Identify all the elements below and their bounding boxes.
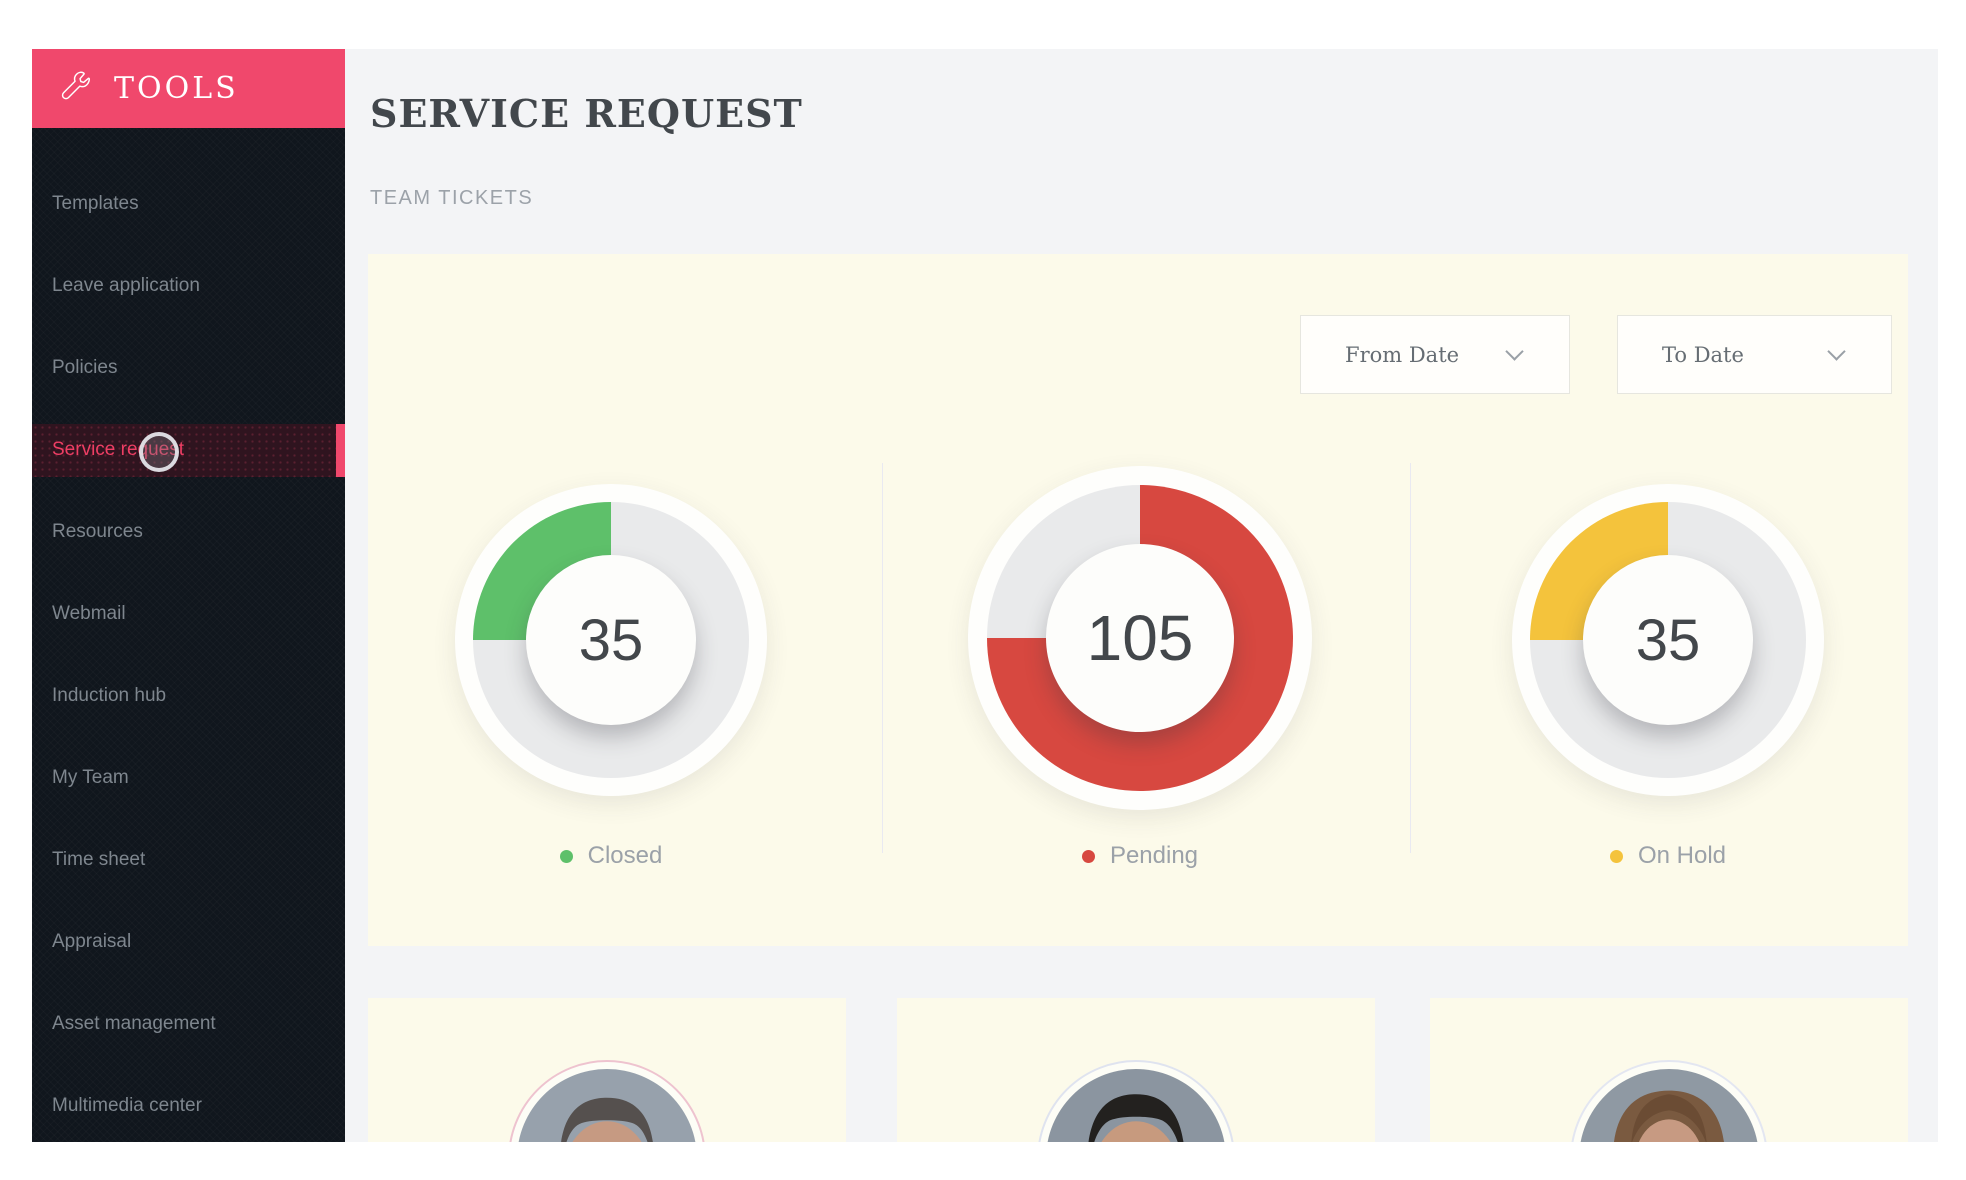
from-date-select[interactable]: From Date bbox=[1300, 315, 1570, 394]
sidebar-item-induction-hub[interactable]: Induction hub bbox=[32, 655, 345, 737]
sidebar-item-label: Resources bbox=[52, 521, 143, 542]
team-tickets-card: From Date To Date 35 bbox=[368, 254, 1908, 946]
donut-chart-on-hold: 35 bbox=[1512, 484, 1824, 796]
page-title: SERVICE REQUEST bbox=[370, 91, 803, 136]
legend-dot-closed bbox=[559, 849, 573, 863]
sidebar-item-label: Webmail bbox=[52, 603, 126, 624]
sidebar-item-policies[interactable]: Policies bbox=[32, 327, 345, 409]
active-indicator-bar bbox=[336, 423, 345, 477]
sidebar-item-time-sheet[interactable]: Time sheet bbox=[32, 819, 345, 901]
sidebar-item-label: Induction hub bbox=[52, 685, 167, 706]
legend-label-on-hold: On Hold bbox=[1637, 842, 1727, 869]
legend-dot-pending bbox=[1081, 849, 1095, 863]
team-member-card[interactable] bbox=[897, 998, 1375, 1142]
legend-dot-on-hold bbox=[1609, 849, 1623, 863]
legend-closed: Closed bbox=[559, 842, 663, 870]
avatar-ring bbox=[1037, 1060, 1235, 1142]
avatar-man-black-hair bbox=[1046, 1069, 1226, 1142]
sidebar-nav: Templates Leave application Policies Ser… bbox=[32, 128, 345, 1142]
wrench-icon bbox=[58, 71, 94, 107]
section-divider bbox=[1410, 463, 1411, 853]
sidebar-item-resources[interactable]: Resources bbox=[32, 491, 345, 573]
donut-chart-closed: 35 bbox=[455, 484, 767, 796]
legend-label-closed: Closed bbox=[587, 842, 663, 869]
avatar-ring bbox=[1570, 1060, 1768, 1142]
sidebar-item-multimedia-center[interactable]: Multimedia center bbox=[32, 1065, 345, 1142]
sidebar-item-templates[interactable]: Templates bbox=[32, 163, 345, 245]
team-member-card[interactable] bbox=[1430, 998, 1908, 1142]
legend-label-pending: Pending bbox=[1109, 842, 1199, 869]
sidebar: TOOLS Templates Leave application Polici… bbox=[32, 49, 345, 1142]
main-content: SERVICE REQUEST TEAM TICKETS From Date T… bbox=[345, 49, 1938, 1142]
sidebar-item-label: Time sheet bbox=[52, 849, 146, 870]
mouse-click-indicator bbox=[139, 432, 179, 472]
to-date-select[interactable]: To Date bbox=[1617, 315, 1892, 394]
legend-pending: Pending bbox=[1081, 842, 1199, 870]
legend-on-hold: On Hold bbox=[1609, 842, 1727, 870]
sidebar-item-label: My Team bbox=[52, 767, 129, 788]
sidebar-item-label: Multimedia center bbox=[52, 1095, 202, 1116]
sidebar-item-webmail[interactable]: Webmail bbox=[32, 573, 345, 655]
team-member-card[interactable] bbox=[368, 998, 846, 1142]
sidebar-title: TOOLS bbox=[114, 71, 239, 106]
section-subtitle: TEAM TICKETS bbox=[370, 187, 534, 209]
sidebar-header: TOOLS bbox=[32, 49, 345, 128]
avatar-ring bbox=[508, 1060, 706, 1142]
closed-tickets-gauge: 35 Closed bbox=[431, 254, 791, 870]
closed-count: 35 bbox=[578, 607, 644, 673]
sidebar-item-my-team[interactable]: My Team bbox=[32, 737, 345, 819]
sidebar-item-label: Policies bbox=[52, 357, 118, 378]
on-hold-count: 35 bbox=[1635, 607, 1701, 673]
sidebar-item-label: Appraisal bbox=[52, 931, 132, 952]
sidebar-item-asset-management[interactable]: Asset management bbox=[32, 983, 345, 1065]
sidebar-item-service-request[interactable]: Service request bbox=[32, 423, 345, 477]
on-hold-tickets-gauge: 35 On Hold bbox=[1488, 254, 1848, 870]
avatar-man-gray-hair bbox=[517, 1069, 697, 1142]
sidebar-item-appraisal[interactable]: Appraisal bbox=[32, 901, 345, 983]
sidebar-item-leave-application[interactable]: Leave application bbox=[32, 245, 345, 327]
from-date-label: From Date bbox=[1345, 342, 1460, 367]
pending-tickets-gauge: 105 Pending bbox=[960, 254, 1320, 870]
sidebar-item-label: Templates bbox=[52, 193, 139, 214]
to-date-label: To Date bbox=[1662, 342, 1744, 367]
section-divider bbox=[882, 463, 883, 853]
sidebar-item-label: Asset management bbox=[52, 1013, 216, 1034]
avatar-woman-brown-hair bbox=[1579, 1069, 1759, 1142]
donut-chart-pending: 105 bbox=[968, 466, 1312, 810]
pending-count: 105 bbox=[1086, 602, 1194, 674]
sidebar-item-label: Leave application bbox=[52, 275, 200, 296]
